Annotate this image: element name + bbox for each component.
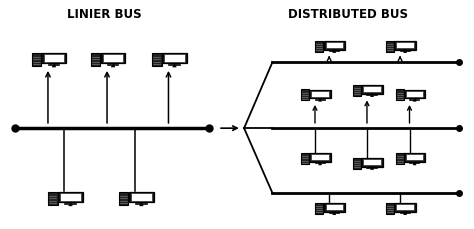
Text: LINIER BUS: LINIER BUS [67, 8, 142, 21]
FancyBboxPatch shape [311, 154, 328, 161]
Polygon shape [403, 213, 407, 215]
FancyBboxPatch shape [44, 55, 64, 62]
Polygon shape [413, 100, 416, 101]
FancyBboxPatch shape [164, 55, 184, 62]
FancyBboxPatch shape [404, 153, 425, 162]
Polygon shape [173, 65, 176, 67]
FancyBboxPatch shape [406, 154, 423, 161]
FancyBboxPatch shape [119, 192, 128, 205]
FancyBboxPatch shape [361, 158, 383, 166]
FancyBboxPatch shape [301, 89, 309, 101]
FancyBboxPatch shape [100, 53, 126, 63]
FancyBboxPatch shape [386, 41, 394, 52]
FancyBboxPatch shape [396, 42, 414, 48]
FancyBboxPatch shape [103, 55, 123, 62]
FancyBboxPatch shape [324, 203, 345, 212]
FancyBboxPatch shape [364, 86, 381, 92]
FancyBboxPatch shape [394, 203, 416, 212]
FancyBboxPatch shape [310, 90, 331, 98]
FancyBboxPatch shape [361, 85, 383, 94]
Polygon shape [139, 204, 143, 206]
Text: DISTRIBUTED BUS: DISTRIBUTED BUS [288, 8, 408, 21]
FancyBboxPatch shape [131, 193, 152, 201]
Polygon shape [403, 51, 407, 52]
FancyBboxPatch shape [326, 204, 343, 210]
FancyBboxPatch shape [42, 53, 66, 63]
FancyBboxPatch shape [315, 41, 323, 52]
FancyBboxPatch shape [91, 53, 100, 66]
FancyBboxPatch shape [406, 90, 423, 97]
FancyBboxPatch shape [364, 159, 381, 165]
FancyBboxPatch shape [324, 41, 345, 50]
FancyBboxPatch shape [386, 203, 394, 214]
Polygon shape [319, 163, 322, 165]
FancyBboxPatch shape [48, 192, 58, 205]
FancyBboxPatch shape [326, 42, 343, 48]
Polygon shape [333, 213, 336, 215]
FancyBboxPatch shape [58, 192, 83, 202]
Polygon shape [333, 51, 336, 52]
FancyBboxPatch shape [129, 192, 154, 202]
FancyBboxPatch shape [310, 153, 331, 162]
Polygon shape [111, 65, 115, 67]
FancyBboxPatch shape [31, 53, 41, 66]
Polygon shape [371, 95, 374, 97]
Polygon shape [52, 65, 56, 67]
Polygon shape [319, 100, 322, 101]
FancyBboxPatch shape [60, 193, 81, 201]
FancyBboxPatch shape [162, 53, 187, 63]
FancyBboxPatch shape [353, 85, 361, 96]
Polygon shape [69, 204, 73, 206]
FancyBboxPatch shape [404, 90, 425, 98]
FancyBboxPatch shape [311, 90, 328, 97]
FancyBboxPatch shape [301, 153, 309, 164]
Polygon shape [371, 168, 374, 169]
FancyBboxPatch shape [395, 153, 404, 164]
FancyBboxPatch shape [353, 158, 361, 169]
FancyBboxPatch shape [396, 204, 414, 210]
FancyBboxPatch shape [394, 41, 416, 50]
FancyBboxPatch shape [395, 89, 404, 101]
FancyBboxPatch shape [315, 203, 323, 214]
FancyBboxPatch shape [152, 53, 162, 66]
Polygon shape [413, 163, 416, 165]
